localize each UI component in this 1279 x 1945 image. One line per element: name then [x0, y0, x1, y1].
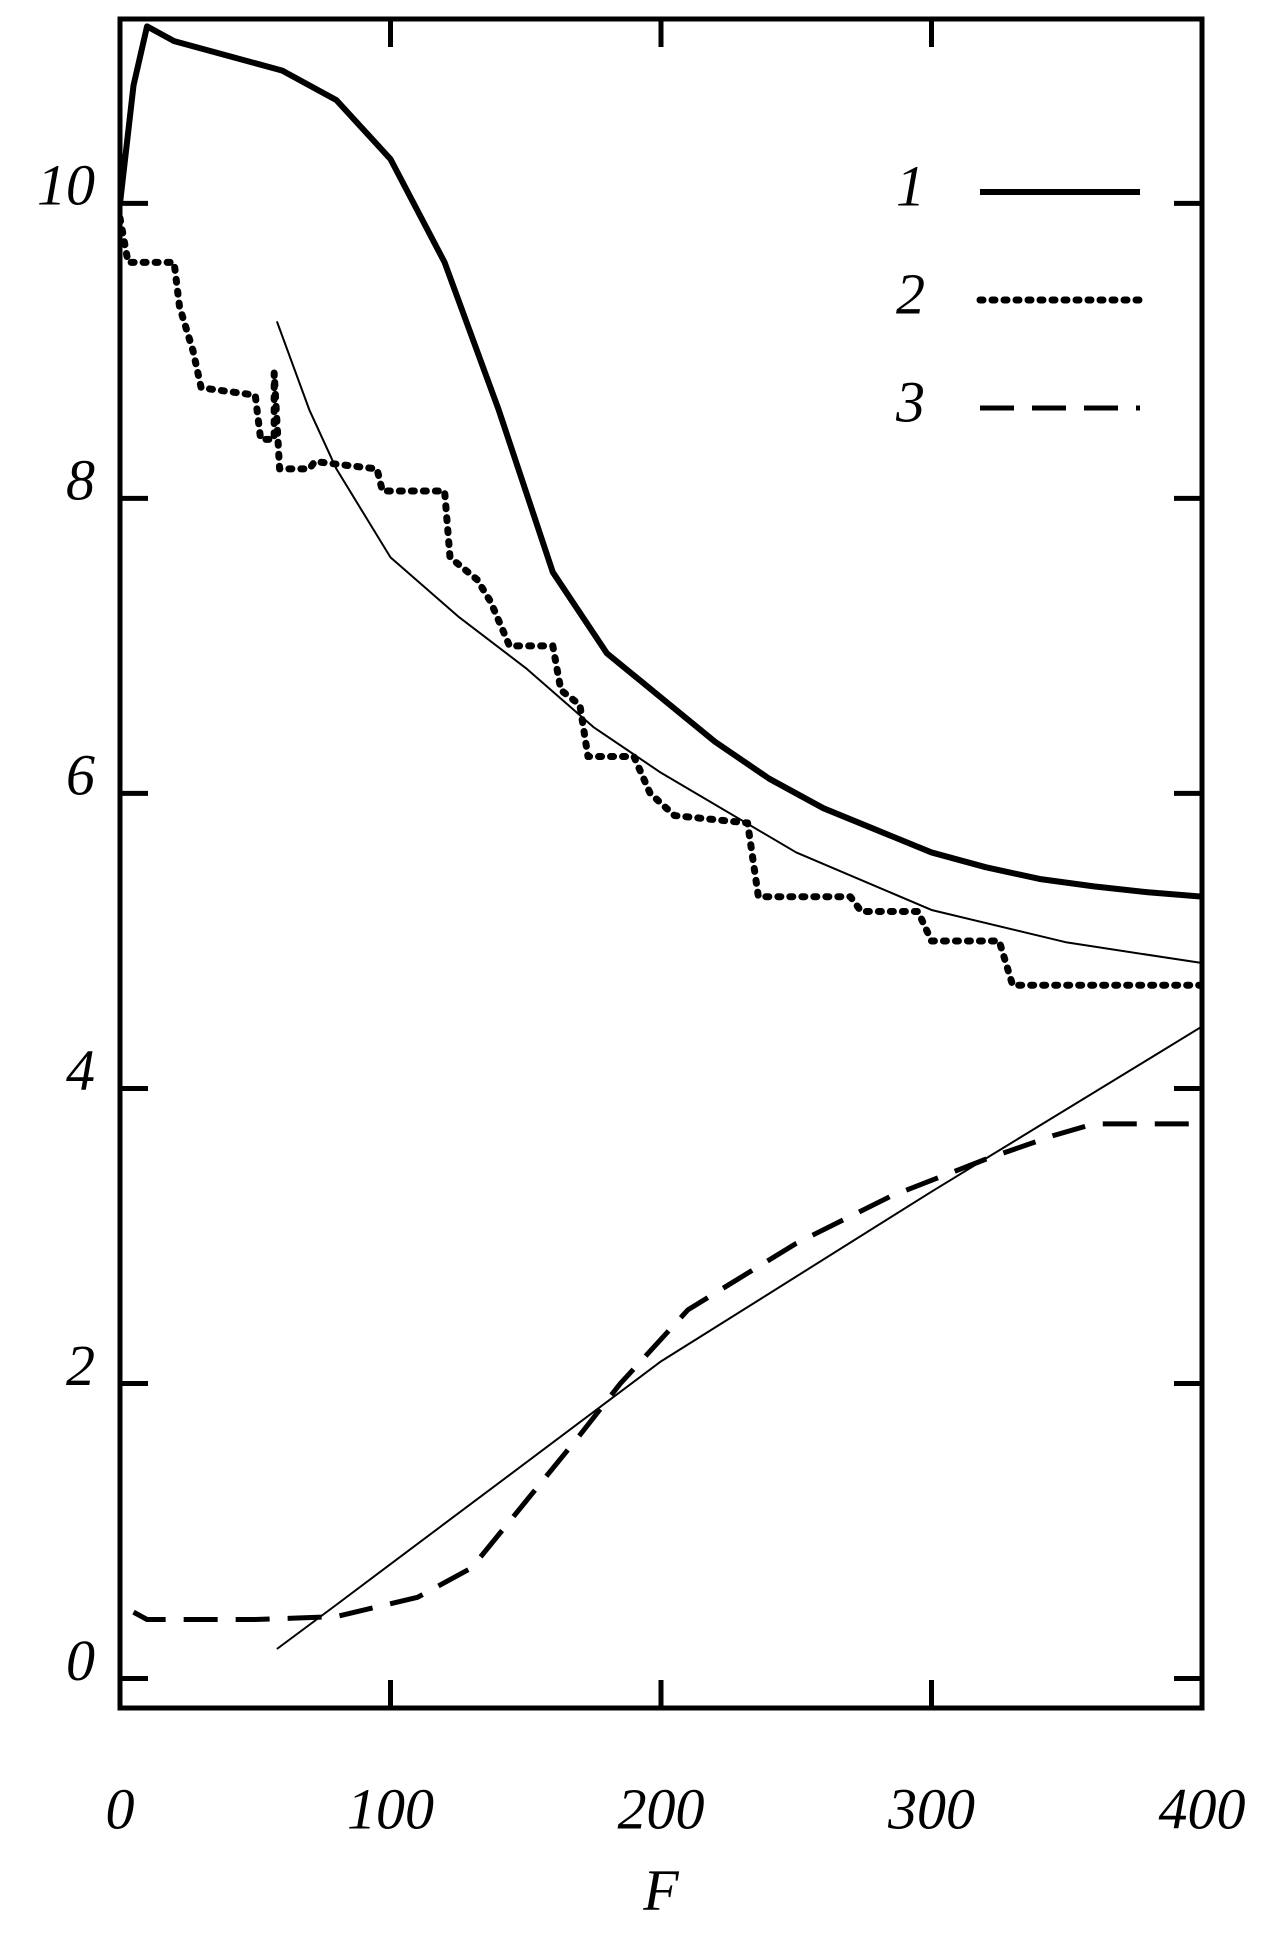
legend-label: 3 [895, 369, 925, 434]
y-tick-label: 10 [37, 153, 95, 218]
series-line [275, 321, 1202, 965]
x-tick-label: 0 [106, 1776, 135, 1841]
y-tick-label: 0 [66, 1628, 95, 1693]
series-line [120, 214, 1202, 989]
series-line [132, 1121, 1202, 1622]
x-tick-label: 100 [347, 1776, 434, 1841]
legend-label: 1 [896, 153, 925, 218]
y-tick-label: 4 [66, 1038, 95, 1103]
y-tick-label: 2 [66, 1333, 95, 1398]
y-tick-label: 6 [66, 743, 95, 808]
plot-frame [117, 16, 1205, 1711]
legend-label: 2 [896, 261, 925, 326]
x-tick-label: 400 [1159, 1776, 1246, 1841]
x-axis-label: F [642, 1857, 679, 1922]
series-line [276, 1025, 1202, 1650]
x-tick-label: 300 [887, 1776, 975, 1841]
x-tick-label: 200 [618, 1776, 705, 1841]
series-line [120, 23, 1202, 900]
y-tick-label: 8 [66, 448, 95, 513]
